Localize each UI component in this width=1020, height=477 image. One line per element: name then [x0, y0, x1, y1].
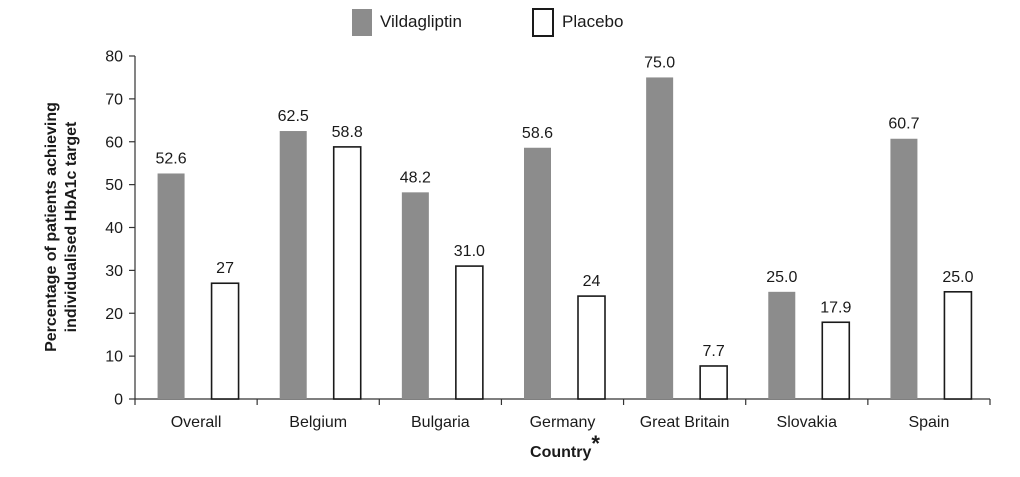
y-tick-label: 80	[105, 49, 123, 66]
data-label: 62.5	[278, 108, 309, 125]
legend-swatch-vildagliptin	[352, 9, 372, 36]
y-axis-title-line: Percentage of patients achieving	[43, 102, 60, 352]
legend: Vildagliptin Placebo	[352, 8, 623, 37]
data-label: 52.6	[156, 150, 187, 167]
data-label: 25.0	[766, 269, 797, 286]
bars-layer	[157, 77, 973, 400]
x-axis-title-text: Country	[530, 444, 591, 461]
bar-placebo-bulgaria	[455, 265, 484, 400]
legend-swatch-placebo	[532, 8, 554, 37]
data-label: 7.7	[703, 343, 725, 360]
y-tick-label: 10	[105, 349, 123, 366]
bar-placebo-spain	[943, 291, 973, 400]
data-label: 31.0	[454, 243, 485, 260]
data-label: 58.6	[522, 125, 553, 142]
bar-placebo-slovakia	[821, 321, 851, 400]
y-tick-label: 70	[105, 91, 123, 108]
bar-vildagliptin-slovakia	[768, 291, 796, 399]
y-axis-title: Percentage of patients achieving individu…	[43, 102, 80, 352]
data-label: 24	[583, 273, 601, 290]
x-tick-label: Slovakia	[777, 414, 838, 431]
data-label: 48.2	[400, 169, 431, 186]
y-tick-label: 20	[105, 306, 123, 323]
legend-label-vildagliptin: Vildagliptin	[380, 12, 462, 31]
axes-layer: 0 10 20 30 40 50 60 70 80 Overall Belgium Bulgaria G…	[43, 49, 991, 461]
x-tick-label: Germany	[530, 414, 596, 431]
y-axis-title-line: individualised HbA1c target	[63, 121, 80, 332]
bar-vildagliptin-great-britain	[646, 77, 674, 399]
bar-placebo-belgium	[332, 146, 362, 400]
y-tick-label: 60	[105, 134, 123, 151]
bar-placebo-great-britain	[699, 365, 728, 400]
legend-label-placebo: Placebo	[562, 12, 623, 31]
bar-vildagliptin-bulgaria	[401, 192, 429, 399]
data-label: 25.0	[942, 269, 973, 286]
data-label: 58.8	[332, 124, 363, 141]
x-axis-title-asterisk: *	[591, 431, 600, 456]
y-tick-label: 30	[105, 263, 123, 280]
labels-layer: 52.6 62.5 48.2 58.6 75.0 25.0 60.7 27 58.8 31.0 24…	[156, 54, 974, 360]
bar-vildagliptin-belgium	[279, 131, 307, 399]
x-tick-label: Spain	[908, 414, 949, 431]
x-axis-title: Country*	[530, 431, 600, 461]
y-tick-label: 40	[105, 220, 123, 237]
x-tick-label: Overall	[171, 414, 222, 431]
x-tick-label: Belgium	[289, 414, 347, 431]
bar-placebo-germany	[577, 295, 606, 400]
data-label: 60.7	[888, 116, 919, 133]
bar-vildagliptin-overall	[157, 173, 185, 399]
y-tick-label: 0	[114, 392, 123, 409]
data-label: 75.0	[644, 54, 675, 71]
x-tick-label: Great Britain	[640, 414, 730, 431]
data-label: 17.9	[820, 299, 851, 316]
data-label: 27	[216, 260, 234, 277]
bar-placebo-overall	[210, 282, 240, 400]
x-tick-label: Bulgaria	[411, 414, 470, 431]
bar-vildagliptin-germany	[524, 147, 551, 399]
y-tick-label: 50	[105, 177, 123, 194]
bar-vildagliptin-spain	[890, 138, 918, 399]
